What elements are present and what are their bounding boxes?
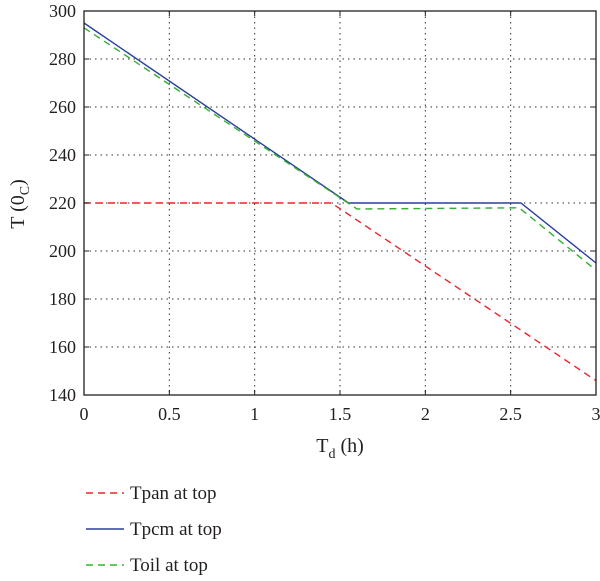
y-tick-label: 280 xyxy=(49,49,76,69)
legend-label: Toil at top xyxy=(130,555,208,576)
y-tick-label: 160 xyxy=(49,337,76,357)
y-tick-label: 240 xyxy=(49,145,76,165)
x-tick-label: 1 xyxy=(250,404,259,424)
grid xyxy=(84,11,596,395)
x-tick-label: 3 xyxy=(592,404,600,424)
y-axis-label-close: ) xyxy=(7,179,29,186)
y-tick-label: 260 xyxy=(49,97,76,117)
y-axis-label: T (0C) xyxy=(7,179,33,229)
x-tick-label: 2.5 xyxy=(499,404,522,424)
x-tick-label: 0.5 xyxy=(158,404,181,424)
y-tick-label: 180 xyxy=(49,289,76,309)
x-axis-label: Td (h) xyxy=(316,435,364,462)
x-axis-label-main: T xyxy=(316,435,328,457)
y-tick-label: 220 xyxy=(49,193,76,213)
legend-label: Tpan at top xyxy=(130,483,217,504)
x-tick-label: 1.5 xyxy=(329,404,352,424)
x-axis-label-unit: (h) xyxy=(335,435,363,457)
legend: Tpan at top Tpcm at top Toil at top xyxy=(86,483,222,576)
series-line xyxy=(83,27,597,271)
x-tick-label: 2 xyxy=(421,404,430,424)
series-lines xyxy=(83,22,597,382)
series-line xyxy=(84,202,597,382)
axis-ticks: 0 0.5 1 1.5 2 2.5 3 140 160 180 200 220 240 260 280 300 xyxy=(49,1,600,424)
x-tick-label: 0 xyxy=(80,404,89,424)
legend-label: Tpcm at top xyxy=(130,519,222,540)
y-tick-label: 300 xyxy=(49,1,76,21)
y-axis-label-subscript: C xyxy=(18,186,33,195)
y-tick-label: 140 xyxy=(49,385,76,405)
x-axis-label-subscript: d xyxy=(328,447,335,462)
series-line xyxy=(83,22,597,264)
y-axis-label-main: T (0 xyxy=(7,195,29,229)
y-tick-label: 200 xyxy=(49,241,76,261)
